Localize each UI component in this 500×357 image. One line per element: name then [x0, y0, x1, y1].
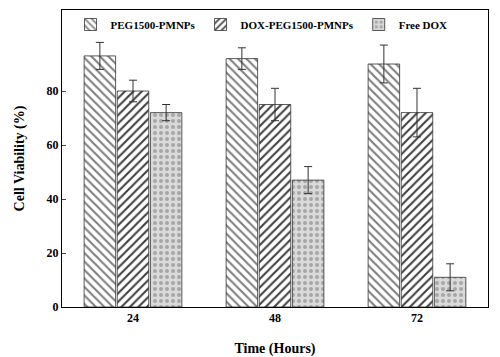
svg-text:PEG1500-PMNPs: PEG1500-PMNPs — [111, 19, 196, 31]
svg-text:24: 24 — [127, 311, 139, 325]
svg-text:72: 72 — [411, 311, 423, 325]
svg-text:40: 40 — [47, 192, 59, 206]
svg-text:48: 48 — [269, 311, 281, 325]
svg-text:DOX-PEG1500-PMNPs: DOX-PEG1500-PMNPs — [241, 19, 354, 31]
svg-text:Cell Viability (%): Cell Viability (%) — [12, 105, 28, 211]
svg-text:80: 80 — [47, 84, 59, 98]
svg-text:20: 20 — [47, 246, 59, 260]
svg-text:Time (Hours): Time (Hours) — [234, 341, 315, 357]
svg-text:60: 60 — [47, 138, 59, 152]
svg-text:0: 0 — [53, 300, 59, 314]
svg-text:Free DOX: Free DOX — [399, 19, 447, 31]
